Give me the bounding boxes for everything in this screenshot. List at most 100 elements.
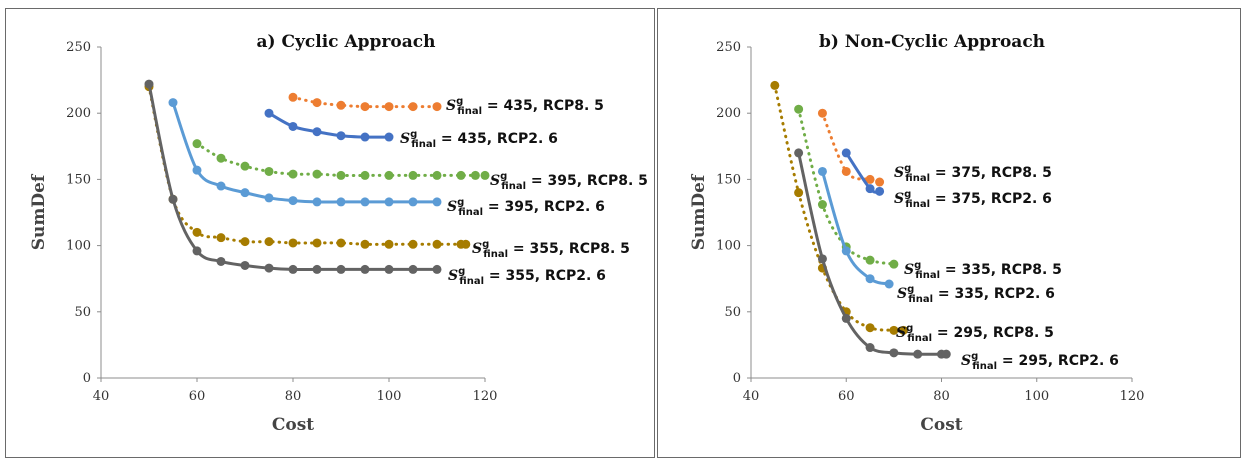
y-tick-label: 200 — [66, 106, 91, 121]
data-point — [144, 79, 154, 89]
data-point — [408, 264, 418, 274]
data-point — [384, 264, 394, 274]
data-point — [432, 264, 442, 274]
data-point — [913, 349, 923, 359]
data-point — [884, 279, 894, 289]
data-point — [336, 131, 346, 141]
data-point — [384, 132, 394, 142]
series-4 — [817, 166, 894, 289]
y-tick-label: 0 — [83, 371, 91, 386]
data-point — [432, 170, 442, 180]
data-point — [898, 325, 908, 335]
series-label: Sg final = 355, RCP8. 5 — [472, 239, 630, 260]
data-point — [384, 239, 394, 249]
data-point — [312, 98, 322, 108]
data-point — [288, 196, 298, 206]
data-point — [841, 148, 851, 158]
series-label: Sg final = 375, RCP8. 5 — [894, 163, 1052, 184]
x-tick-label: 40 — [743, 389, 760, 404]
x-tick-label: 120 — [473, 389, 498, 404]
data-point — [240, 161, 250, 171]
data-point — [865, 323, 875, 333]
series-3 — [794, 104, 899, 269]
data-point — [817, 108, 827, 118]
data-point — [288, 169, 298, 179]
series-label: Sg final = 295, RCP2. 6 — [961, 351, 1119, 372]
data-point — [360, 102, 370, 112]
series-label: Sg final = 295, RCP8. 5 — [896, 323, 1054, 344]
data-point — [312, 169, 322, 179]
data-point — [240, 260, 250, 270]
data-point — [264, 166, 274, 176]
series-label: Sg final = 335, RCP2. 6 — [897, 284, 1055, 305]
y-axis-title: SumDef — [689, 173, 709, 250]
data-point — [408, 239, 418, 249]
series-line — [820, 111, 882, 184]
x-tick-label: 100 — [1024, 389, 1049, 404]
data-point — [336, 264, 346, 274]
data-point — [216, 233, 226, 243]
data-point — [794, 104, 804, 114]
series-1 — [817, 108, 885, 187]
series-label: Sg final = 435, RCP8. 5 — [446, 96, 604, 117]
data-point — [865, 274, 875, 284]
data-point — [794, 148, 804, 158]
data-point — [360, 239, 370, 249]
y-tick-label: 100 — [66, 239, 91, 254]
data-point — [889, 259, 899, 269]
data-point — [312, 238, 322, 248]
series-1 — [288, 92, 442, 112]
data-point — [408, 170, 418, 180]
y-tick-label: 250 — [66, 40, 91, 55]
data-point — [841, 166, 851, 176]
x-tick-label: 100 — [377, 389, 402, 404]
data-point — [168, 98, 178, 108]
y-tick-label: 0 — [733, 371, 741, 386]
data-point — [360, 264, 370, 274]
data-point — [192, 165, 202, 175]
data-point — [288, 264, 298, 274]
data-point — [288, 121, 298, 131]
data-point — [456, 170, 466, 180]
data-point — [336, 238, 346, 248]
data-point — [360, 170, 370, 180]
series-line — [171, 101, 439, 204]
series-label: Sg final = 375, RCP2. 6 — [894, 189, 1052, 210]
chart-panel-cyclic: a) Cyclic Approach 0 50 100 150 200 250 40 60 80 1… — [5, 8, 655, 458]
series-line — [195, 142, 487, 178]
x-tick-label: 60 — [838, 389, 855, 404]
series-2 — [841, 148, 885, 196]
series-line — [267, 111, 391, 139]
data-point — [875, 177, 885, 187]
data-point — [794, 188, 804, 198]
data-point — [312, 127, 322, 137]
series-6 — [794, 148, 951, 359]
series-3 — [192, 139, 490, 180]
data-point — [264, 193, 274, 203]
data-point — [408, 102, 418, 112]
x-axis-title: Cost — [272, 415, 314, 435]
data-point — [264, 108, 274, 118]
chart-title: b) Non-Cyclic Approach — [819, 32, 1045, 52]
data-point — [432, 197, 442, 207]
chart-title: a) Cyclic Approach — [257, 32, 436, 52]
data-point — [312, 264, 322, 274]
data-point — [889, 325, 899, 335]
chart-panel-non-cyclic: b) Non-Cyclic Approach 0 50 100 150 200 250 40 6… — [657, 8, 1241, 458]
series-line — [147, 85, 468, 246]
data-point — [240, 188, 250, 198]
series-line — [820, 169, 891, 286]
series-4 — [168, 98, 442, 207]
data-point — [817, 254, 827, 264]
x-tick-label: 60 — [189, 389, 206, 404]
data-point — [192, 227, 202, 237]
data-point — [288, 238, 298, 248]
data-point — [865, 174, 875, 184]
data-point — [432, 102, 442, 112]
data-point — [288, 92, 298, 102]
series-label: Sg final = 335, RCP8. 5 — [904, 260, 1062, 281]
chart-cyclic-svg: a) Cyclic Approach 0 50 100 150 200 250 40 60 80 1… — [29, 32, 648, 435]
data-point — [384, 170, 394, 180]
data-point — [168, 194, 178, 204]
data-point — [461, 239, 471, 249]
